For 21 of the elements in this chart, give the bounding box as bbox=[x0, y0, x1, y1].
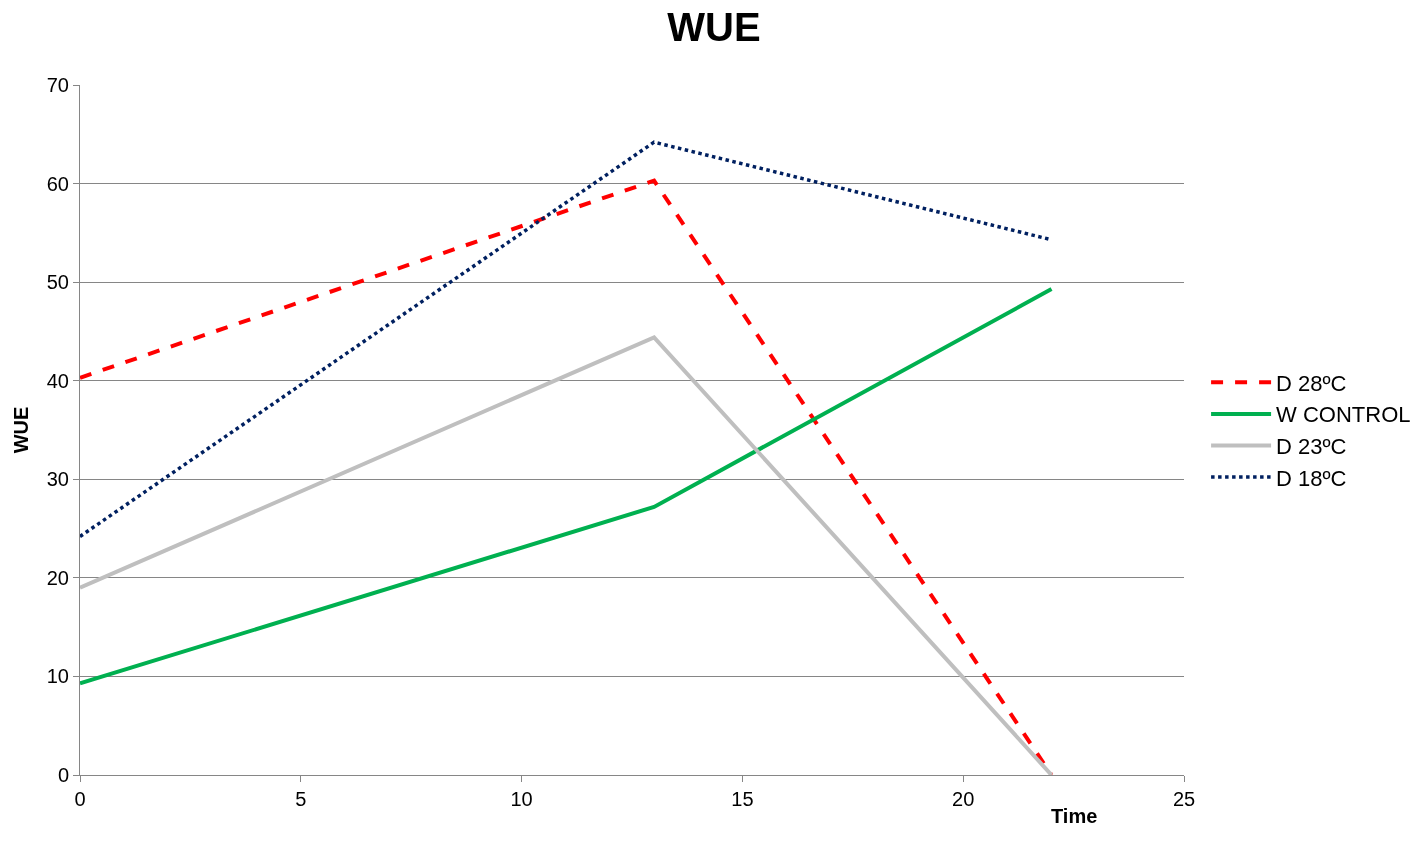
legend-label: D 23ºC bbox=[1276, 434, 1347, 460]
x-tick-label: 20 bbox=[952, 788, 975, 810]
y-axis-title: WUE bbox=[10, 406, 33, 454]
y-tick-label: 0 bbox=[57, 764, 69, 786]
x-tick-label: 10 bbox=[510, 788, 533, 810]
y-tick-label: 40 bbox=[46, 369, 69, 392]
x-tick-label: 15 bbox=[731, 788, 754, 810]
legend-label: D 18ºC bbox=[1276, 465, 1347, 491]
y-tick-label: 20 bbox=[46, 566, 69, 589]
legend-label: D 28ºC bbox=[1276, 370, 1347, 396]
y-tick-label: 60 bbox=[46, 172, 69, 195]
x-tick-label: 5 bbox=[295, 788, 307, 810]
x-axis-title: Time bbox=[1051, 805, 1098, 827]
y-tick-label: 30 bbox=[46, 468, 69, 491]
y-tick-label: 50 bbox=[46, 271, 69, 294]
legend-label: W CONTROL bbox=[1276, 402, 1411, 428]
y-tick-label: 10 bbox=[46, 665, 69, 688]
chart-title: WUE bbox=[667, 4, 761, 49]
x-tick-label: 25 bbox=[1172, 788, 1196, 810]
y-tick-label: 70 bbox=[46, 74, 69, 96]
x-tick-label: 0 bbox=[74, 788, 86, 810]
